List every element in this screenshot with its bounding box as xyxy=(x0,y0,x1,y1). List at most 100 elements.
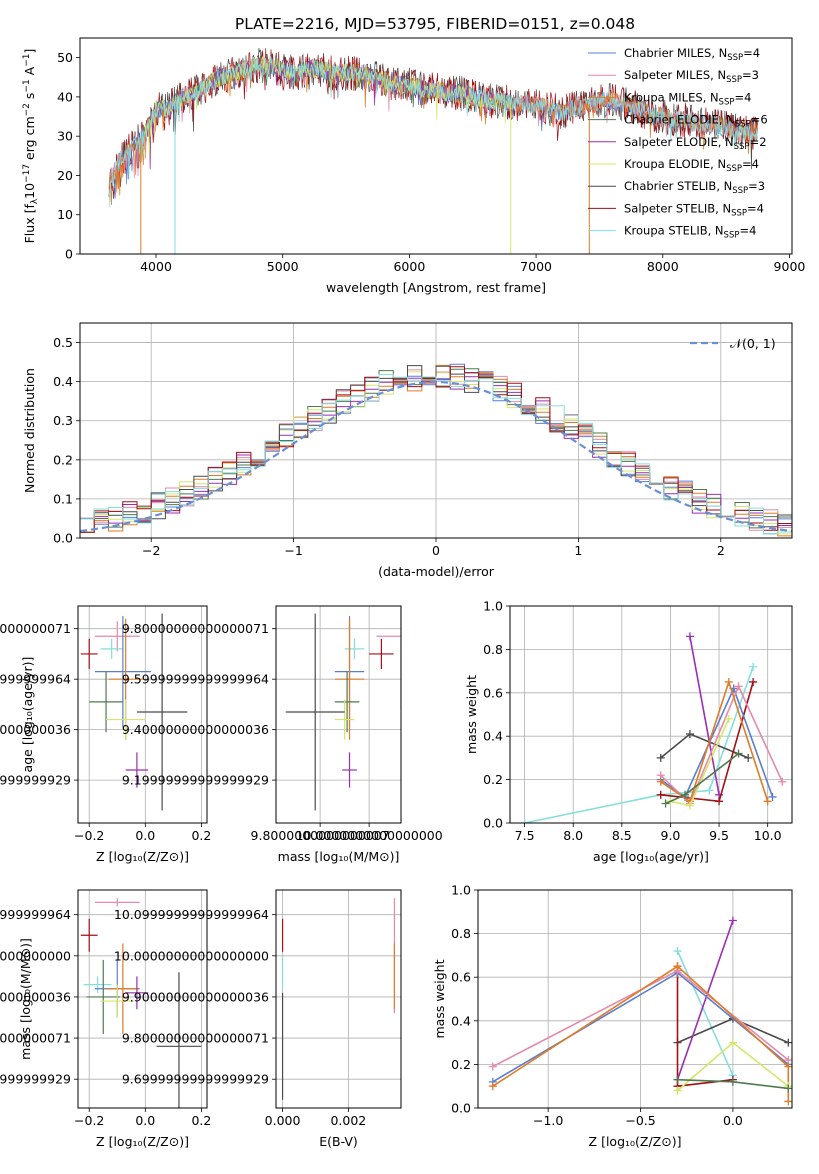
y-tick-label: 1.0 xyxy=(451,883,471,898)
weight-marker xyxy=(744,753,753,762)
panel-spectrum: 4000 5000 6000 7000 8000 9000 0 10 20 30 40 50 wavel… xyxy=(22,37,805,295)
axes-frame xyxy=(79,322,793,539)
x-tick-label: −1 xyxy=(284,543,302,558)
legend-label: Kroupa STELIB, N xyxy=(624,224,724,238)
legend-value: =4 xyxy=(739,224,756,238)
x-axis-label: Z [log₁₀(Z/Z⊙)] xyxy=(96,849,189,864)
y-axis-label-part: 10 xyxy=(22,183,37,199)
x-tick-label: 4000 xyxy=(140,259,172,274)
weight-marker xyxy=(673,1086,682,1095)
spectrum-line xyxy=(142,56,511,160)
y-axis-label-part: −1 xyxy=(22,54,32,67)
axes-frame xyxy=(77,605,208,824)
x-tick-label: 10.0000000000000000 xyxy=(296,828,443,843)
x-tick-label: 0.0 xyxy=(723,1113,743,1128)
x-axis-label: age [log₁₀(age/yr)] xyxy=(593,849,709,864)
y-tick-label: 0.6 xyxy=(451,970,471,985)
legend-value: =4 xyxy=(743,46,760,60)
y-tick-label: 9.80000000000000071 xyxy=(122,1031,269,1046)
axes-frame xyxy=(477,889,793,1109)
weight-marker xyxy=(673,962,682,971)
y-tick-label: 0.2 xyxy=(451,1057,471,1072)
plot-area xyxy=(285,606,401,811)
x-tick-label: −0.2 xyxy=(74,828,104,843)
plot-area xyxy=(80,898,202,1108)
y-axis-label: Flux [fλ10−17 erg cm−2 s−1 A−1] xyxy=(22,49,40,244)
weight-marker xyxy=(685,632,694,641)
weight-marker xyxy=(784,1038,792,1047)
legend-sub: SSP xyxy=(726,75,742,85)
y-tick-label: 0.4 xyxy=(451,1013,471,1028)
y-tick-label: 1.0 xyxy=(483,599,503,614)
plot-area xyxy=(520,632,787,823)
y-tick-label: 10.00000000000000000 xyxy=(0,948,71,963)
x-tick-label: −0.5 xyxy=(625,1113,655,1128)
legend-sub: SSP xyxy=(727,53,743,63)
legend-label: Salpeter STELIB, N xyxy=(624,201,731,215)
x-axis-label: (data-model)/error xyxy=(378,564,495,579)
y-axis-label: age [log₁₀(age/yr)] xyxy=(20,657,35,773)
legend-sub: SSP xyxy=(724,231,740,241)
y-tick-label: 9.80000000000000071 xyxy=(0,1031,71,1046)
legend: 𝒩(0, 1) xyxy=(690,336,776,351)
weight-marker xyxy=(673,1075,682,1084)
y-tick-label: 9.90000000000000036 xyxy=(0,989,71,1004)
y-axis-label-part: A xyxy=(22,66,37,79)
weight-marker xyxy=(715,797,724,806)
axes-frame xyxy=(275,889,402,1109)
y-tick-label: 9.59999999999999964 xyxy=(122,672,269,687)
x-tick-label: −2 xyxy=(142,543,160,558)
x-tick-label: 2 xyxy=(717,543,725,558)
y-tick-label: 0 xyxy=(65,247,73,262)
weight-marker xyxy=(673,947,682,956)
weight-line xyxy=(676,920,734,1080)
histogram-steps xyxy=(80,374,792,537)
y-tick-label: 10 xyxy=(57,207,73,222)
y-tick-label: 0.4 xyxy=(483,729,503,744)
panel-age_vs_Z: −0.2 0.0 0.2 9.19999999999999929 9.400000000… xyxy=(0,605,211,864)
weight-marker xyxy=(778,777,787,786)
weight-marker xyxy=(784,1062,792,1071)
y-axis-label: mass [log₁₀(M/M⊙)] xyxy=(18,938,33,1060)
legend-entry: Salpeter MILES, NSSP=3 xyxy=(624,68,759,85)
weight-marker xyxy=(656,753,665,762)
weight-line xyxy=(660,684,784,805)
weight-marker xyxy=(488,1062,497,1071)
gridlines xyxy=(78,890,207,1108)
plot-area xyxy=(80,613,188,811)
weight-marker xyxy=(768,792,777,801)
weight-line xyxy=(689,636,720,795)
weight-marker xyxy=(784,1097,792,1106)
figure-title: PLATE=2216, MJD=53795, FIBERID=0151, z=0… xyxy=(235,15,635,33)
legend-entry: Kroupa MILES, NSSP=4 xyxy=(624,90,751,107)
weight-marker xyxy=(656,790,665,799)
x-tick-label: 7000 xyxy=(520,259,552,274)
x-tick-label: 1 xyxy=(574,543,582,558)
x-axis-label: wavelength [Angstrom, rest frame] xyxy=(326,280,546,295)
weight-marker xyxy=(724,714,733,723)
x-tick-label: 7.5 xyxy=(515,828,535,843)
x-axis-label: Z [log₁₀(Z/Z⊙)] xyxy=(589,1134,682,1149)
y-tick-label: 9.19999999999999929 xyxy=(0,773,71,788)
spectrum-line xyxy=(108,56,758,207)
x-tick-label: 6000 xyxy=(393,259,425,274)
y-tick-label: 9.40000000000000036 xyxy=(0,722,71,737)
y-tick-label: 0.3 xyxy=(53,413,73,428)
y-axis-label-part: Flux [f xyxy=(22,204,37,244)
x-tick-label: 0.002 xyxy=(330,1113,366,1128)
legend-entry: Kroupa ELODIE, NSSP=4 xyxy=(624,157,759,174)
y-axis-label-part: ] xyxy=(22,49,37,54)
y-tick-label: 0.6 xyxy=(483,685,503,700)
x-tick-label: 8.5 xyxy=(612,828,632,843)
panel-mass_vs_Z: −0.2 0.0 0.2 9.69999999999999929 9.800000000… xyxy=(0,889,211,1149)
y-tick-label: 50 xyxy=(57,50,73,65)
x-tick-label: 0.0 xyxy=(135,828,155,843)
legend-entry: Salpeter STELIB, NSSP=4 xyxy=(624,201,764,218)
legend-entry: Salpeter ELODIE, NSSP=2 xyxy=(624,135,767,152)
y-tick-label: 10.00000000000000000 xyxy=(114,948,269,963)
legend-label: Chabrier STELIB, N xyxy=(624,179,732,193)
y-tick-label: 0.8 xyxy=(451,926,471,941)
legend-label: Salpeter ELODIE, N xyxy=(624,135,734,149)
legend-entry: Chabrier STELIB, NSSP=3 xyxy=(624,179,765,196)
